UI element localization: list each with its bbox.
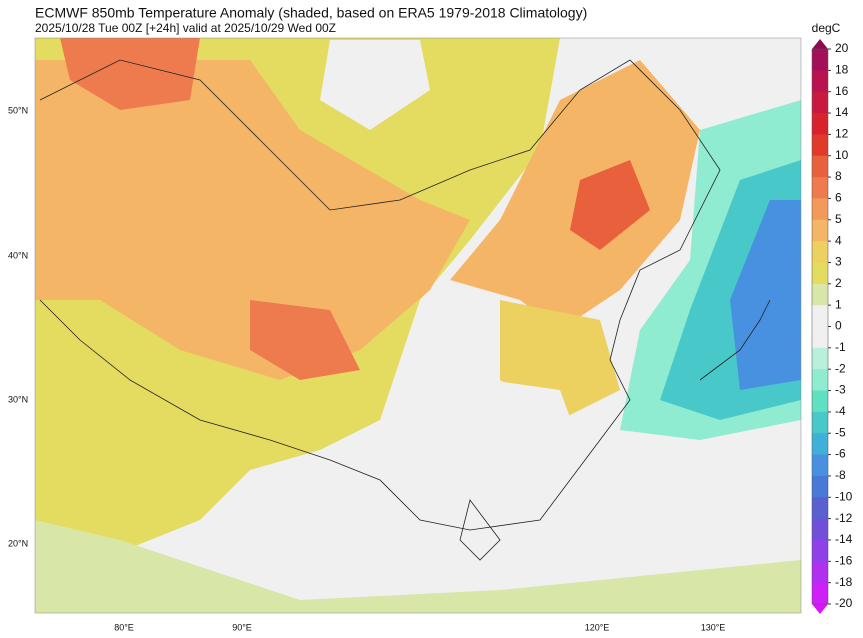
lon-label: 90°E: [232, 622, 252, 632]
shade-cool: [730, 200, 801, 390]
shade-warm: [60, 38, 200, 110]
map-frame: [34, 37, 802, 614]
colorbar-bin: [812, 283, 828, 306]
colorbar-label: -18: [835, 575, 853, 589]
shade-warm: [450, 60, 700, 330]
colorbar-label: -4: [835, 404, 846, 418]
colorbar-bin: [812, 305, 828, 327]
shade-warm: [35, 60, 470, 380]
colorbar-label: 5: [835, 212, 842, 226]
colorbar-label: 1: [835, 297, 842, 311]
colorbar-bin: [812, 326, 828, 349]
colorbar-bin: [812, 134, 828, 157]
colorbar-bin: [812, 219, 828, 242]
colorbar-bin: [812, 475, 828, 498]
colorbar-label: 16: [835, 84, 849, 98]
colorbar-label: -6: [835, 447, 846, 461]
colorbar-bin: [812, 390, 828, 413]
colorbar-bin: [812, 582, 828, 605]
colorbar-label: -12: [835, 511, 853, 525]
colorbar-bin: [812, 518, 828, 541]
colorbar-bin: [812, 262, 828, 285]
colorbar-bin: [812, 347, 828, 370]
colorbar-bin: [812, 433, 828, 456]
colorbar-label: -8: [835, 468, 846, 482]
colorbar-label: 12: [835, 127, 849, 141]
colorbar-bin: [812, 155, 828, 178]
colorbar-bin: [812, 539, 828, 562]
colorbar-label: 8: [835, 169, 842, 183]
lon-label: 120°E: [585, 622, 610, 632]
lat-label: 20°N: [8, 538, 28, 548]
colorbar-label: -16: [835, 553, 853, 567]
border: [699, 299, 771, 381]
colorbar-bin: [812, 113, 828, 135]
colorbar-label: 14: [835, 105, 849, 119]
colorbar-bin: [812, 369, 828, 392]
shade-mild: [35, 520, 801, 613]
shade-warm: [570, 160, 650, 250]
colorbar-bin: [812, 70, 828, 93]
colorbar-label: 3: [835, 255, 842, 269]
lat-label: 30°N: [8, 394, 28, 404]
colorbar-label: -3: [835, 383, 846, 397]
colorbar-label: 4: [835, 233, 842, 247]
axis-labels: 50°N 40°N 30°N 20°N 80°E 90°E 120°E 130°E: [8, 105, 725, 632]
lat-label: 50°N: [8, 105, 28, 115]
shade-warm: [250, 300, 360, 380]
lat-label: 40°N: [8, 250, 28, 260]
colorbar-extend: [812, 604, 828, 614]
lon-label: 80°E: [114, 622, 134, 632]
colorbar-label: -2: [835, 361, 846, 375]
colorbar-bin: [812, 198, 828, 221]
colorbar-bin: [812, 177, 828, 199]
colorbar-label: -10: [835, 489, 853, 503]
shade-neutral: [390, 370, 600, 560]
colorbar-label: 0: [835, 319, 842, 333]
colorbar-extend: [812, 39, 828, 49]
colorbar-label: -1: [835, 340, 846, 354]
shade-neutral: [320, 40, 430, 130]
border: [459, 499, 501, 561]
colorbar-label: -20: [835, 596, 853, 610]
title: ECMWF 850mb Temperature Anomaly (shaded,…: [35, 5, 587, 21]
colorbar-unit: degC: [812, 21, 841, 35]
colorbar-label: -14: [835, 532, 853, 546]
colorbar-label: -5: [835, 425, 846, 439]
colorbar-bin: [812, 411, 828, 434]
colorbar-label: 6: [835, 191, 842, 205]
colorbar-bin: [812, 454, 828, 477]
lon-label: 130°E: [701, 622, 726, 632]
colorbar-label: 2: [835, 276, 842, 290]
colorbar-bin: [812, 561, 828, 584]
map-panel: [34, 37, 802, 614]
border: [39, 59, 721, 531]
colorbar-frame: [811, 48, 829, 605]
colorbar-bin: [812, 497, 828, 520]
colorbar-label: 18: [835, 63, 849, 77]
colorbar-label: 10: [835, 148, 849, 162]
colorbar-bin: [812, 49, 828, 71]
colorbar: degC20181614121086543210-1-2-3-4-5-6-8-1…: [812, 21, 853, 614]
colorbar-bin: [812, 91, 828, 114]
subtitle: 2025/10/28 Tue 00Z [+24h] valid at 2025/…: [35, 21, 336, 35]
colorbar-label: 20: [835, 41, 849, 55]
colorbar-bin: [812, 241, 828, 263]
